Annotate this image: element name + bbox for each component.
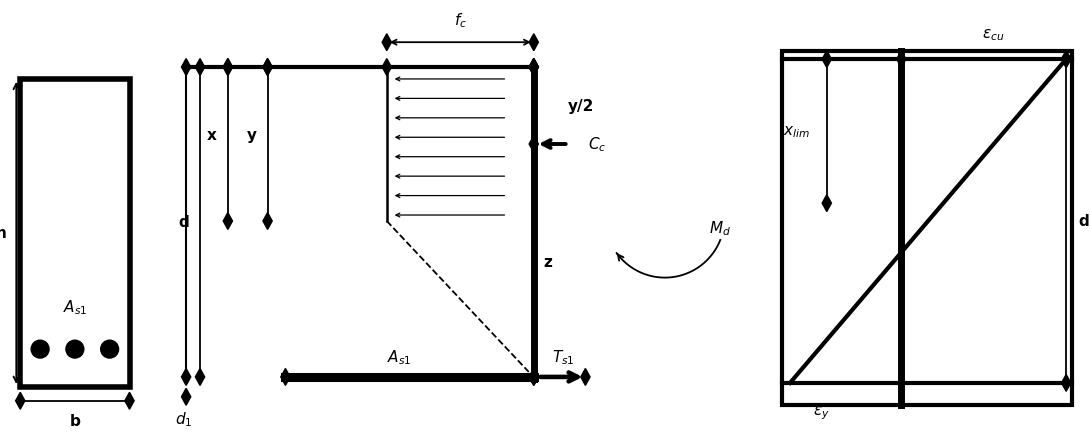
Text: $T_{s1}$: $T_{s1}$ (553, 348, 574, 367)
Polygon shape (1062, 52, 1070, 68)
Text: y: y (246, 127, 256, 142)
Polygon shape (263, 213, 272, 230)
Polygon shape (529, 60, 538, 76)
Polygon shape (195, 60, 205, 76)
Polygon shape (181, 60, 191, 76)
Circle shape (100, 340, 119, 358)
Polygon shape (529, 369, 538, 385)
Text: $C_c$: $C_c$ (589, 135, 607, 154)
Polygon shape (897, 52, 906, 68)
Text: d: d (1079, 214, 1089, 229)
Text: $f_c$: $f_c$ (453, 11, 467, 30)
Polygon shape (822, 195, 832, 212)
Text: x: x (207, 127, 217, 142)
Circle shape (65, 340, 84, 358)
Polygon shape (223, 60, 232, 76)
Text: $M_d$: $M_d$ (708, 219, 730, 238)
Text: $d_1$: $d_1$ (175, 410, 193, 428)
Text: y/2: y/2 (568, 99, 595, 114)
Polygon shape (125, 392, 134, 409)
Polygon shape (1062, 52, 1070, 68)
Polygon shape (822, 52, 832, 68)
Polygon shape (263, 60, 272, 76)
Polygon shape (15, 392, 25, 409)
Text: b: b (70, 413, 81, 428)
Polygon shape (263, 60, 272, 76)
Polygon shape (223, 213, 232, 230)
Bar (783, 52, 1073, 405)
Text: $x_{lim}$: $x_{lim}$ (783, 124, 810, 140)
Circle shape (32, 340, 49, 358)
Bar (21, 80, 130, 387)
Text: h: h (0, 226, 7, 241)
Polygon shape (529, 60, 538, 76)
Polygon shape (581, 369, 590, 385)
Polygon shape (529, 136, 538, 153)
Polygon shape (223, 60, 232, 76)
Text: $A_{s1}$: $A_{s1}$ (62, 297, 87, 316)
Text: $\varepsilon_y$: $\varepsilon_y$ (813, 404, 831, 421)
Polygon shape (383, 60, 391, 76)
Text: d: d (179, 215, 190, 230)
Polygon shape (181, 389, 191, 405)
Text: z: z (543, 254, 553, 270)
Polygon shape (195, 369, 205, 385)
Polygon shape (181, 369, 191, 385)
Polygon shape (383, 35, 391, 52)
Text: $\varepsilon_{cu}$: $\varepsilon_{cu}$ (982, 27, 1005, 43)
Polygon shape (529, 35, 538, 52)
Polygon shape (529, 369, 538, 385)
Polygon shape (529, 60, 538, 76)
Text: $A_{s1}$: $A_{s1}$ (387, 348, 412, 367)
Polygon shape (281, 369, 290, 385)
Polygon shape (1062, 374, 1070, 392)
